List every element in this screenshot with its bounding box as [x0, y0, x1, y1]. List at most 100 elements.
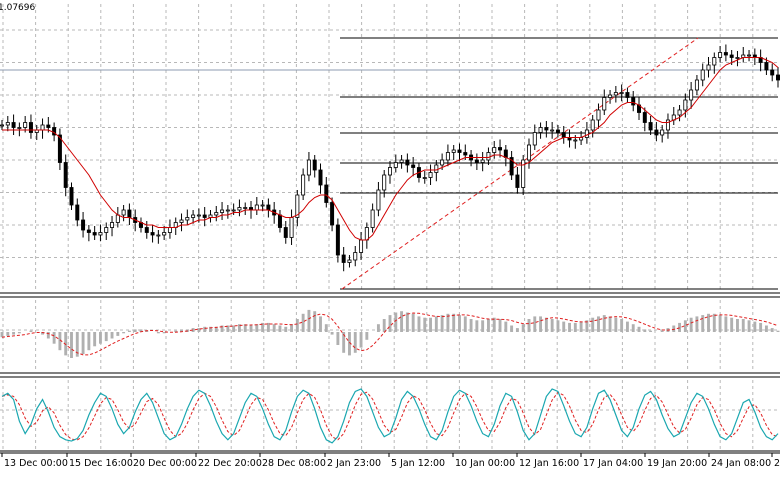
moving-average-line: [2, 57, 779, 241]
candle-body: [573, 139, 578, 142]
candle-body: [631, 97, 636, 106]
candle-body: [619, 92, 624, 94]
candle-body: [532, 132, 537, 146]
candle-body: [648, 122, 653, 131]
candle-body: [179, 219, 184, 223]
candle-body: [422, 177, 427, 179]
candle-body: [776, 74, 780, 81]
candle-body: [445, 152, 450, 161]
candle-body: [463, 152, 468, 156]
candle-body: [770, 69, 775, 76]
candle-body: [747, 54, 752, 57]
candle-body: [40, 124, 45, 131]
candle-body: [156, 234, 161, 237]
candle-body: [110, 222, 115, 228]
candle-body: [295, 194, 300, 218]
candle-body: [260, 204, 265, 207]
price-label: 1.07696: [0, 3, 35, 13]
candle-body: [127, 209, 132, 218]
osma-indicator-panel: [0, 309, 780, 358]
candle-body: [376, 189, 381, 211]
candle-body: [428, 172, 433, 178]
candle-body: [11, 122, 16, 128]
candle-body: [764, 62, 769, 71]
x-axis-label: 22 Dec 20:00: [198, 458, 262, 469]
candle-body: [735, 57, 740, 59]
candle-body: [341, 254, 346, 263]
candle-body: [584, 129, 589, 138]
x-axis-label: 13 Dec 00:00: [4, 458, 68, 469]
x-axis-label: 28 Dec 08:00: [262, 458, 326, 469]
candle-body: [596, 109, 601, 121]
candle-body: [521, 159, 526, 188]
candle-body: [243, 207, 248, 209]
fibonacci-retracement[interactable]: [0, 37, 778, 290]
candle-body: [382, 174, 387, 191]
x-axis-label: 24 Jan 08:00: [711, 458, 771, 469]
candle-body: [602, 97, 607, 111]
candle-body: [266, 204, 271, 211]
candle-body: [723, 52, 728, 56]
x-axis-label: 5 Jan 12:00: [391, 458, 445, 469]
candle-body: [515, 174, 520, 188]
candle-body: [121, 209, 126, 216]
moving-average: [2, 57, 779, 241]
candle-body: [498, 147, 503, 151]
candle-body: [683, 99, 688, 111]
candle-body: [660, 129, 665, 136]
candle-body: [312, 159, 317, 171]
stochastic-indicator-panel: [1, 388, 779, 444]
candle-body: [509, 157, 514, 176]
candle-body: [359, 239, 364, 253]
candle-body: [405, 159, 410, 166]
candle-body: [694, 79, 699, 91]
candle-body: [451, 149, 456, 153]
fib-trendline: [341, 37, 699, 290]
candle-body: [370, 209, 375, 228]
candle-body: [689, 89, 694, 101]
stochastic-signal-line: [1, 391, 779, 441]
stochastic-main-line: [1, 388, 779, 444]
candle-body: [28, 122, 33, 133]
candle-body: [654, 129, 659, 136]
candle-body: [561, 132, 566, 138]
candle-body: [231, 209, 236, 212]
candle-body: [69, 187, 74, 206]
candle-body: [17, 127, 22, 129]
candle-body: [330, 202, 335, 226]
candle-body: [191, 214, 196, 218]
candle-body: [700, 69, 705, 81]
candle-body: [306, 159, 311, 176]
candle-body: [225, 209, 230, 212]
candle-body: [608, 94, 613, 98]
candle-body: [318, 169, 323, 186]
x-axis-label: 20 Dec 00:00: [133, 458, 197, 469]
candle-body: [0, 124, 4, 127]
candle-body: [706, 64, 711, 71]
candle-body: [642, 112, 647, 123]
candle-body: [150, 232, 155, 236]
candle-body: [388, 167, 392, 176]
candle-body: [185, 217, 190, 221]
candle-body: [98, 232, 103, 236]
candle-body: [474, 159, 479, 163]
candle-body: [57, 134, 62, 163]
candle-body: [301, 174, 306, 196]
candle-body: [283, 227, 288, 238]
candle-body: [399, 159, 404, 163]
candle-body: [486, 152, 491, 161]
candle-body: [86, 229, 91, 233]
candle-body: [353, 252, 358, 261]
candle-body: [503, 149, 508, 158]
candle-body: [202, 214, 207, 218]
price-candles: [0, 44, 780, 272]
candle-body: [46, 124, 51, 128]
panel-separators[interactable]: [0, 292, 780, 454]
candle-body: [434, 164, 439, 173]
candle-body: [718, 52, 723, 58]
x-axis-label: 17 Jan 04:00: [583, 458, 643, 469]
candle-body: [335, 224, 340, 256]
osma-signal-line: [1, 312, 779, 356]
